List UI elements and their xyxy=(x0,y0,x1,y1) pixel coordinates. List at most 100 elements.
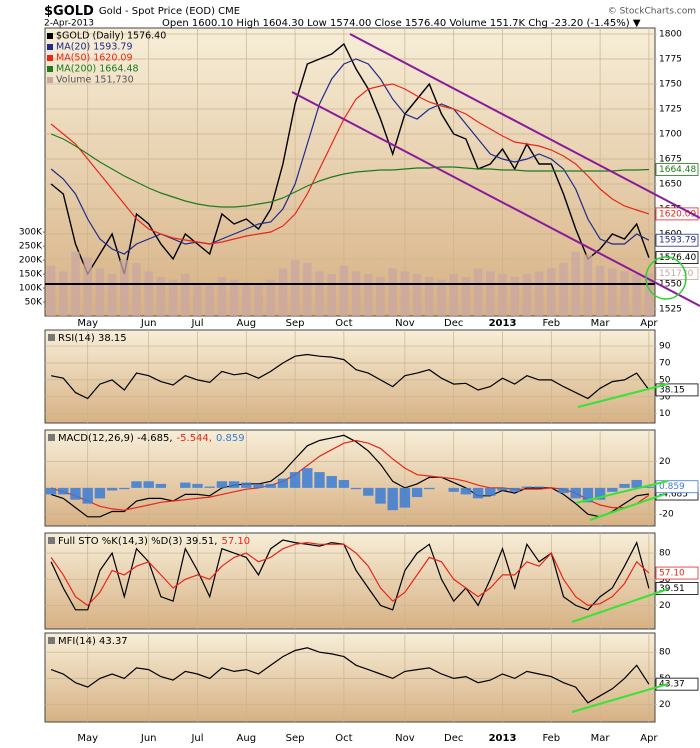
legend-label: -5.544, xyxy=(177,433,212,444)
bar xyxy=(375,487,386,504)
bar xyxy=(45,487,57,495)
value-tag-box xyxy=(655,251,699,265)
x-tick-label: 2013 xyxy=(489,733,517,744)
bar xyxy=(522,274,532,316)
bar xyxy=(644,273,654,316)
bar xyxy=(70,487,81,500)
panel xyxy=(44,27,656,317)
legend-label: 0.859 xyxy=(216,433,245,444)
bar xyxy=(608,268,617,316)
bar xyxy=(509,487,520,492)
legend-swatch xyxy=(47,77,53,83)
value-tag: 1664.48 xyxy=(659,165,696,175)
value-tag: 43.37 xyxy=(659,680,685,690)
x-tick-label: Nov xyxy=(395,318,415,329)
panel xyxy=(44,429,656,527)
bar xyxy=(472,487,484,499)
y-tick-label: -20 xyxy=(659,510,674,520)
y-tick-label: 1775 xyxy=(659,55,682,65)
trend-line xyxy=(577,383,669,408)
legend-label: 57.10 xyxy=(221,536,250,547)
bar xyxy=(594,487,606,500)
series-line xyxy=(50,133,649,208)
bar xyxy=(181,274,190,316)
y-tick-label: 1750 xyxy=(659,80,682,90)
x-tick-label: Apr xyxy=(640,318,658,329)
y-tick-label: 80 xyxy=(659,549,671,559)
bar xyxy=(376,276,385,316)
legend: MFI(14) 43.37 xyxy=(58,636,128,647)
subtitle: Gold - Spot Price (EOD) CME xyxy=(99,6,240,17)
x-tick-label: Sep xyxy=(286,318,305,329)
y-tick-label: 1525 xyxy=(659,305,682,315)
bar xyxy=(510,276,519,316)
bar xyxy=(595,265,605,316)
x-tick-label: Aug xyxy=(237,733,257,744)
bar xyxy=(144,271,153,316)
bar xyxy=(83,257,92,316)
y-tick-label: 250K xyxy=(19,242,43,252)
x-tick-label: Jun xyxy=(140,733,157,744)
legend-label: MA(200) 1664.48 xyxy=(56,64,139,75)
value-tag: -4.685 xyxy=(659,490,688,500)
x-tick-label: Dec xyxy=(444,318,463,329)
bar xyxy=(582,487,594,503)
series-line xyxy=(50,439,650,511)
bar xyxy=(473,268,483,316)
y-tick-label: 90 xyxy=(659,342,671,352)
value-tag: 0.859 xyxy=(659,482,685,492)
y-tick-label: 50 xyxy=(659,575,671,585)
bar xyxy=(486,271,495,316)
value-tag: 1593.79 xyxy=(659,236,696,246)
bar xyxy=(95,268,105,316)
value-tag-box xyxy=(655,163,699,176)
panel xyxy=(44,632,656,723)
series-line xyxy=(50,58,650,255)
legend-swatch xyxy=(48,637,55,644)
bar xyxy=(351,271,361,316)
bar xyxy=(205,285,214,316)
bar xyxy=(607,487,618,492)
bar xyxy=(350,487,362,490)
bar xyxy=(399,487,411,508)
bar xyxy=(631,479,642,488)
bar xyxy=(193,282,202,316)
bar xyxy=(192,483,203,488)
bar xyxy=(58,487,69,495)
bar xyxy=(254,285,263,316)
bar xyxy=(498,274,507,316)
y-tick-label: 300K xyxy=(19,228,43,238)
bar xyxy=(277,478,289,488)
series-line xyxy=(50,42,650,276)
value-tag: 39.51 xyxy=(659,584,685,594)
y-tick-label: 10 xyxy=(659,409,671,419)
bar xyxy=(120,260,129,316)
legend-label: MA(20) 1593.79 xyxy=(56,42,133,53)
value-tag-box xyxy=(655,582,699,595)
bar xyxy=(547,268,556,316)
bar xyxy=(425,276,434,316)
bar xyxy=(559,262,568,316)
y-tick-label: 1650 xyxy=(659,180,682,190)
trend-line xyxy=(589,493,666,521)
x-tick-label: Apr xyxy=(640,733,658,744)
bar xyxy=(132,262,141,316)
bar xyxy=(632,274,641,316)
header-title: $GOLD Gold - Spot Price (EOD) CME xyxy=(44,4,240,19)
legend-swatch xyxy=(47,33,53,39)
y-tick-label: 80 xyxy=(659,648,671,658)
bar xyxy=(46,265,56,316)
series-line xyxy=(50,353,650,400)
legend-swatch xyxy=(47,55,53,61)
value-tag-box xyxy=(655,383,699,397)
bar xyxy=(289,472,301,488)
bar xyxy=(364,274,373,316)
x-tick-label: May xyxy=(77,318,98,329)
y-tick-label: 20 xyxy=(659,700,671,710)
x-tick-label: Feb xyxy=(542,318,560,329)
legend: Full STO %K(14,3) %D(3) 39.51, 57.10 xyxy=(58,536,250,547)
value-tag-box xyxy=(655,233,699,247)
bar xyxy=(521,486,533,488)
